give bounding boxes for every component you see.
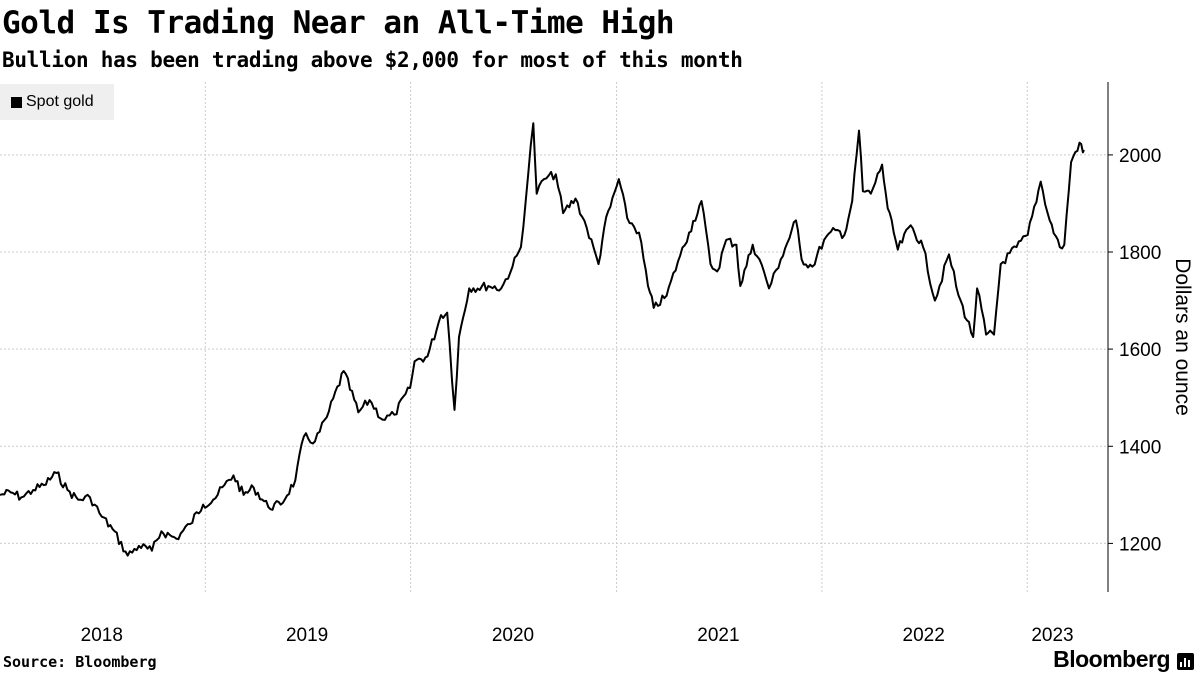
legend-swatch-spot-gold xyxy=(11,96,22,108)
y-axis xyxy=(1107,82,1113,592)
legend-label-spot-gold: Spot gold xyxy=(26,93,94,110)
x-tick-label: 2022 xyxy=(903,625,945,646)
bloomberg-wordmark: Bloomberg xyxy=(1053,646,1170,672)
x-tick-labels: 2018 2019 2020 2021 2022 2023 xyxy=(81,625,1074,646)
x-tick-label: 2019 xyxy=(286,625,328,646)
y-gridlines xyxy=(0,154,1108,544)
x-tick-label: 2018 xyxy=(81,625,123,646)
source-note: Source: Bloomberg xyxy=(3,653,157,671)
y-tick-label: 1800 xyxy=(1119,243,1161,264)
x-gridlines xyxy=(204,82,1028,592)
y-tick-label: 1400 xyxy=(1119,437,1161,458)
y-tick-labels: 1200 1400 1600 1800 2000 xyxy=(1119,146,1161,556)
series-line-spot-gold xyxy=(0,122,1085,557)
legend: Spot gold xyxy=(0,84,114,120)
chart-title: Gold Is Trading Near an All-Time High xyxy=(2,5,675,41)
x-tick-label: 2023 xyxy=(1031,625,1073,646)
y-axis-label: Dollars an ounce xyxy=(1171,258,1194,416)
y-tick-label: 1600 xyxy=(1119,340,1161,361)
y-tick-label: 1200 xyxy=(1119,534,1161,555)
x-tick-label: 2020 xyxy=(492,625,534,646)
y-tick-label: 2000 xyxy=(1119,146,1161,167)
chart-subtitle: Bullion has been trading above $2,000 fo… xyxy=(2,48,743,72)
x-tick-label: 2021 xyxy=(697,625,739,646)
bloomberg-chart-icon xyxy=(1177,653,1194,670)
